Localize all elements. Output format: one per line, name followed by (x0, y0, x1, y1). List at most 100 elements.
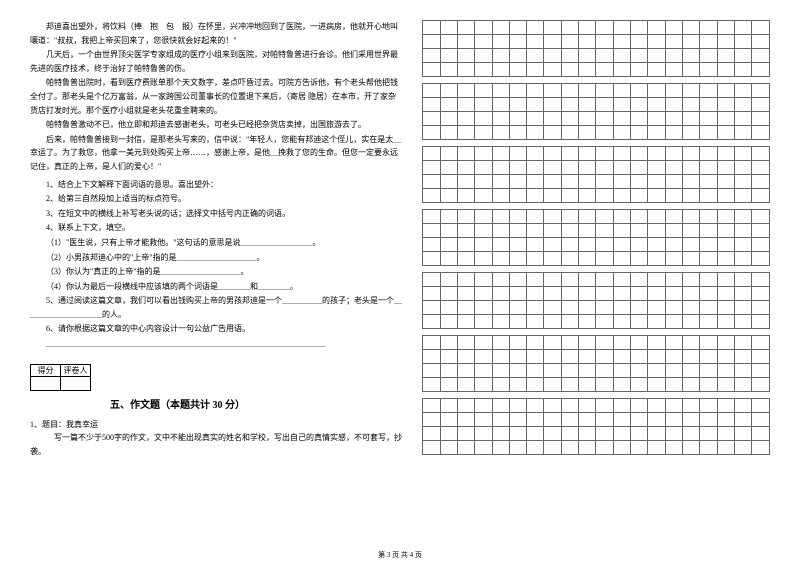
grid-cell (423, 441, 440, 455)
grid-cell (700, 378, 717, 392)
grid-cell (440, 350, 457, 364)
grid-cell (735, 378, 752, 392)
grid-cell (683, 175, 700, 189)
grid-cell (492, 378, 509, 392)
grid-cell (735, 413, 752, 427)
grid-cell (717, 252, 734, 266)
grid-cell (561, 126, 578, 140)
grid-cell (717, 301, 734, 315)
grid-cell (596, 84, 613, 98)
grid-cell (579, 84, 596, 98)
section-5-title: 五、作文题（本题共计 30 分） (110, 397, 402, 414)
grid-cell (613, 238, 630, 252)
grid-cell (613, 252, 630, 266)
grid-cell (631, 49, 648, 63)
grid-cell (717, 21, 734, 35)
grid-cell (648, 21, 665, 35)
grid-cell (475, 315, 492, 329)
grid-cell (648, 427, 665, 441)
grid-cell (717, 350, 734, 364)
grid-cell (717, 98, 734, 112)
grid-cell (527, 427, 544, 441)
grid-cell (440, 21, 457, 35)
grid-cell (717, 175, 734, 189)
grid-cell (492, 21, 509, 35)
grid-cell (561, 98, 578, 112)
grid-cell (492, 315, 509, 329)
grid-cell (613, 336, 630, 350)
grid-cell (631, 399, 648, 413)
grid-cell (457, 35, 474, 49)
grid-cell (544, 147, 561, 161)
grid-cell (596, 301, 613, 315)
grid-cell (457, 287, 474, 301)
grid-block (422, 335, 770, 392)
grid-cell (561, 287, 578, 301)
grid-cell (700, 147, 717, 161)
grid-cell (475, 224, 492, 238)
grid-cell (683, 378, 700, 392)
grid-cell (423, 147, 440, 161)
score-label: 得分 (31, 364, 61, 376)
grid-cell (700, 273, 717, 287)
grid-cell (423, 126, 440, 140)
grid-cell (596, 273, 613, 287)
grid-cell (596, 441, 613, 455)
grid-cell (457, 126, 474, 140)
grid-cell (735, 147, 752, 161)
grid-cell (492, 112, 509, 126)
grid-cell (613, 350, 630, 364)
grid-cell (683, 84, 700, 98)
grid-cell (579, 336, 596, 350)
grid-cell (665, 378, 682, 392)
grid-cell (752, 378, 770, 392)
grid-cell (509, 301, 526, 315)
grid-cell (752, 287, 770, 301)
grid-cell (683, 273, 700, 287)
grid-cell (613, 378, 630, 392)
grid-cell (735, 98, 752, 112)
grid-cell (475, 21, 492, 35)
grid-cell (475, 189, 492, 203)
grid-cell (509, 189, 526, 203)
grid-cell (440, 35, 457, 49)
grid-cell (527, 147, 544, 161)
grid-cell (492, 252, 509, 266)
grid-cell (683, 98, 700, 112)
grid-cell (665, 35, 682, 49)
grid-cell (613, 21, 630, 35)
grid-cell (613, 224, 630, 238)
grid-cell (717, 364, 734, 378)
grid-cell (683, 238, 700, 252)
grid-cell (527, 441, 544, 455)
grid-cell (527, 301, 544, 315)
grid-cell (509, 210, 526, 224)
grid-cell (735, 273, 752, 287)
grid-cell (509, 336, 526, 350)
grid-cell (440, 112, 457, 126)
grid-cell (596, 112, 613, 126)
grid-cell (527, 273, 544, 287)
grid-cell (492, 441, 509, 455)
grid-cell (475, 112, 492, 126)
grid-cell (735, 21, 752, 35)
grid-cell (527, 224, 544, 238)
grid-cell (648, 336, 665, 350)
grid-cell (457, 378, 474, 392)
grid-cell (561, 301, 578, 315)
grid-cell (475, 84, 492, 98)
grid-cell (527, 161, 544, 175)
grader-label: 评卷人 (61, 364, 91, 376)
grid-cell (613, 441, 630, 455)
grid-cell (700, 63, 717, 77)
grid-cell (700, 21, 717, 35)
grid-cell (457, 84, 474, 98)
grid-cell (717, 126, 734, 140)
grid-cell (596, 413, 613, 427)
grid-cell (509, 315, 526, 329)
grid-cell (579, 189, 596, 203)
grid-cell (457, 364, 474, 378)
grid-cell (613, 399, 630, 413)
grid-cell (423, 63, 440, 77)
grid-block (422, 398, 770, 455)
